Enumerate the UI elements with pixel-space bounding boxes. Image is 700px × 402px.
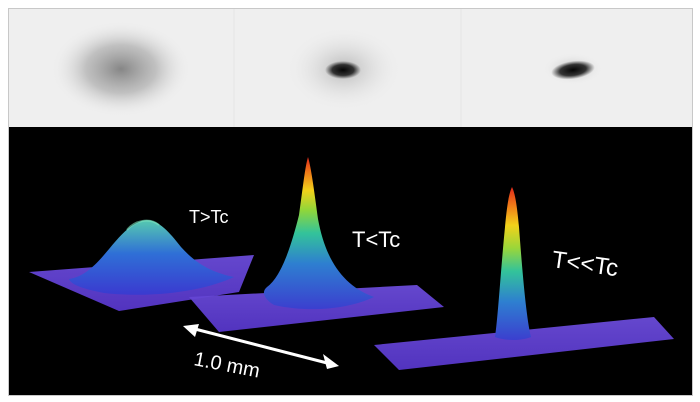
absorption-image-above-tc xyxy=(51,21,191,117)
label-far-below-tc: T<<Tc xyxy=(550,246,620,282)
density-plot-far-below-tc xyxy=(374,187,674,370)
absorption-image-below-tc xyxy=(286,27,402,111)
bec-figure: T>Tc T<Tc T<<Tc 1.0 mm xyxy=(8,8,693,396)
scale-arrow xyxy=(183,324,339,369)
scale-label: 1.0 mm xyxy=(192,348,262,382)
absorption-image-far-below-tc xyxy=(543,53,603,85)
label-above-tc: T>Tc xyxy=(189,207,229,227)
label-below-tc: T<Tc xyxy=(352,227,400,252)
density-plot-below-tc xyxy=(189,157,444,332)
absorption-images-strip xyxy=(9,9,692,127)
density-plots: T>Tc T<Tc T<<Tc 1.0 mm xyxy=(9,127,692,395)
